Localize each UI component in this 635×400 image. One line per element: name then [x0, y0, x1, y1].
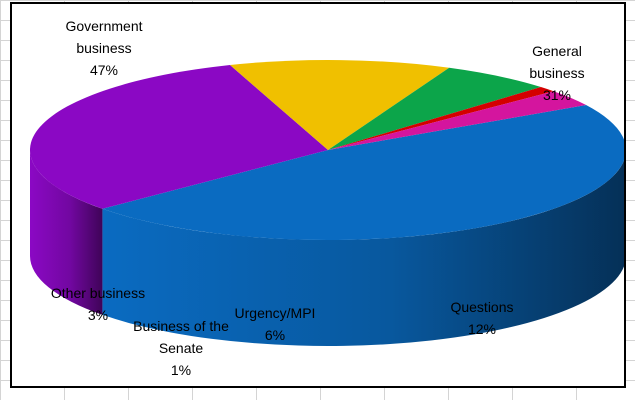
data-label-other-business: Other business 3%: [51, 285, 145, 323]
data-label-name: Questions: [450, 299, 513, 315]
pie-side-general-business: [30, 150, 103, 315]
data-label-name: business: [76, 40, 131, 56]
data-labels: Government business 47% General business 31% Q…: [51, 18, 585, 378]
data-label-name: business: [529, 65, 584, 81]
pie-top: [29, 59, 624, 241]
data-label-general-business: General business 31%: [529, 43, 584, 103]
pie-slice-general-business[interactable]: [29, 65, 329, 209]
data-label-government-business: Government business 47%: [65, 18, 142, 78]
data-label-percent: 1%: [171, 362, 191, 378]
data-label-percent: 6%: [265, 327, 285, 343]
data-label-name: Business of the: [133, 318, 229, 334]
pie-side-government-business: [102, 160, 624, 347]
data-label-name: Government: [65, 18, 142, 34]
pie-slice-questions[interactable]: [229, 59, 450, 150]
pie-slice-business-of-the-senate[interactable]: [328, 87, 554, 150]
data-label-percent: 3%: [88, 307, 108, 323]
pie-slice-other-business[interactable]: [328, 91, 587, 150]
data-label-percent: 31%: [543, 87, 571, 103]
data-label-urgency-mpi: Urgency/MPI 6%: [235, 305, 316, 343]
data-label-name: Senate: [159, 340, 204, 356]
data-label-questions: Questions 12%: [450, 299, 513, 337]
data-label-name: Other business: [51, 285, 145, 301]
data-label-percent: 12%: [468, 321, 496, 337]
data-label-percent: 47%: [90, 62, 118, 78]
pie-slice-government-business[interactable]: [102, 105, 624, 241]
data-label-name: Urgency/MPI: [235, 305, 316, 321]
data-label-business-of-the-senate: Business of the Senate 1%: [133, 318, 229, 378]
pie-slice-urgency-mpi[interactable]: [328, 67, 541, 150]
chart-frame: Government business 47% General business 31% Q…: [10, 2, 626, 388]
data-label-name: General: [532, 43, 582, 59]
pie-chart: Government business 47% General business 31% Q…: [29, 18, 624, 378]
pie-sides: [30, 150, 624, 347]
